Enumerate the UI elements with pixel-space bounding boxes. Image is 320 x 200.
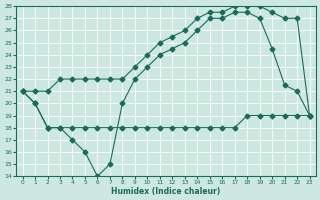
X-axis label: Humidex (Indice chaleur): Humidex (Indice chaleur) (111, 187, 221, 196)
